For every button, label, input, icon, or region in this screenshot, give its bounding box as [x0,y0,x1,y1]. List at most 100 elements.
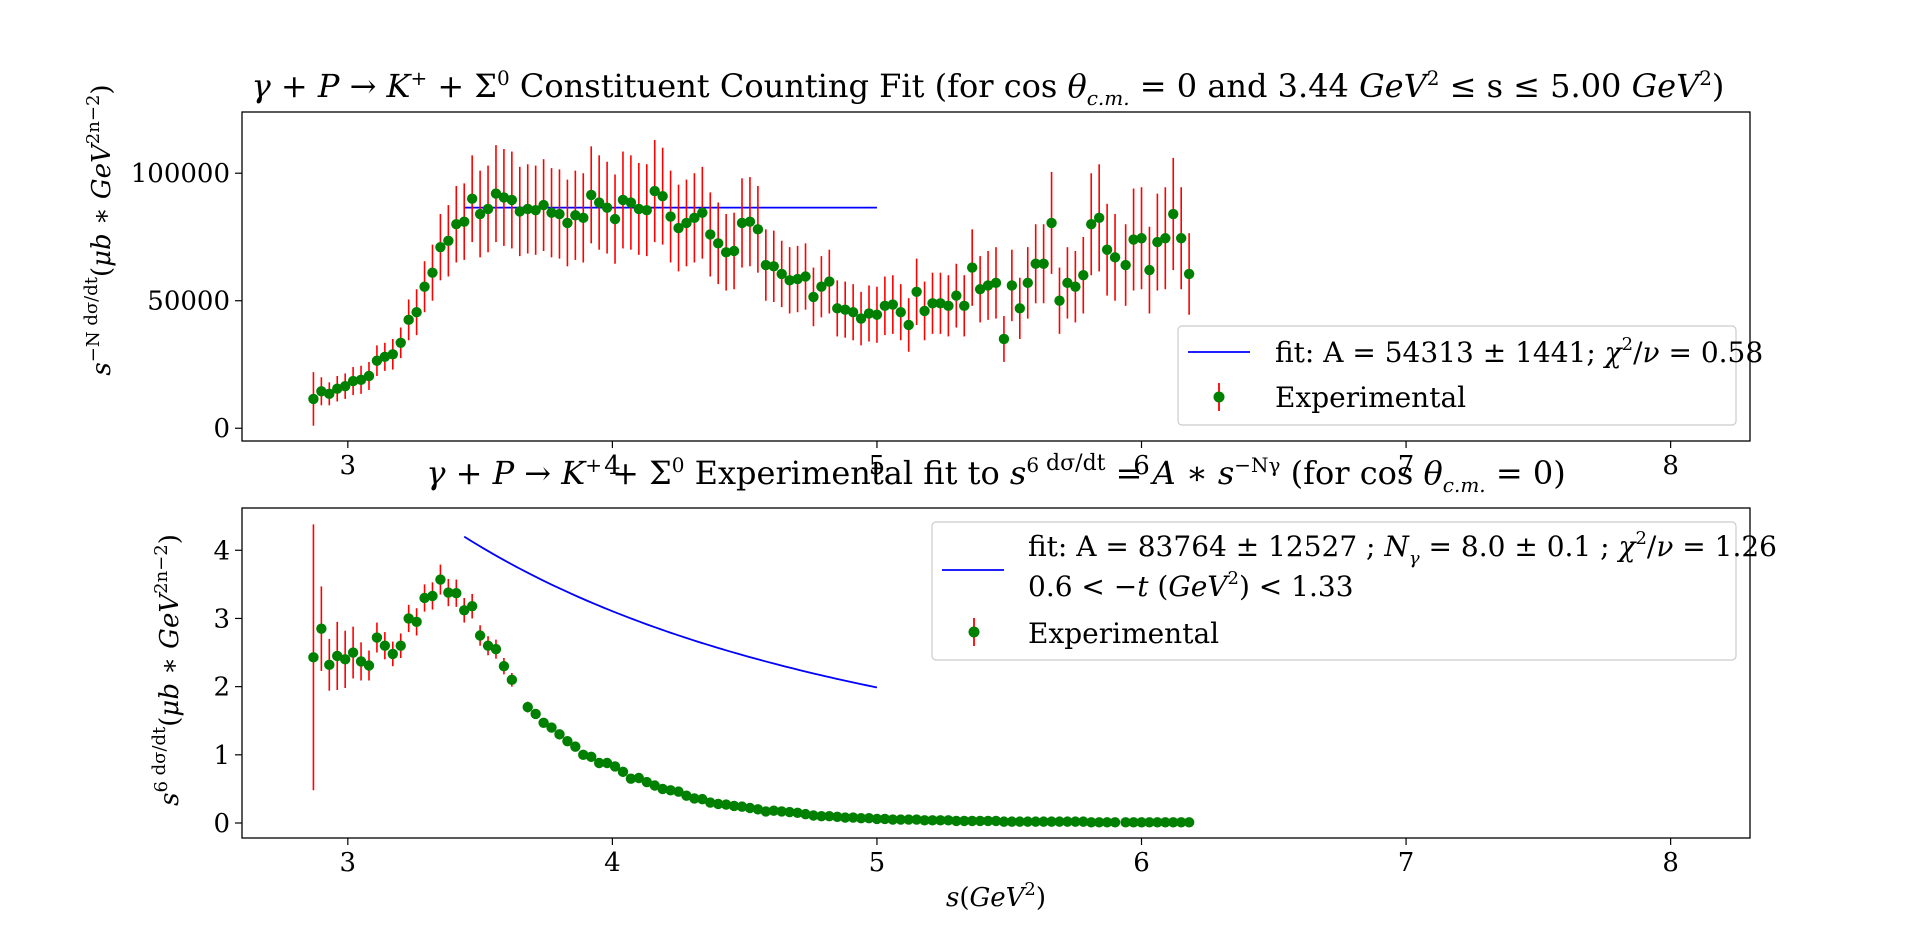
bottom-x-tick-label: 3 [340,848,357,878]
bottom-data-point [617,766,629,778]
top-data-point [1054,295,1065,306]
top-data-point [935,298,946,309]
bottom-data-point [855,813,867,824]
bottom-data-point [332,650,343,662]
bottom-data-point [316,623,327,634]
bottom-y-tick-label: 4 [213,536,230,566]
bottom-fit-curve [463,535,878,689]
top-data-point [609,213,621,225]
bottom-legend-fit-label: fit: A = 83764 ± 12527 ; Nγ = 8.0 ± 0.1 … [1028,528,1777,569]
top-data-point [705,229,716,240]
bottom-data-point [1120,817,1131,828]
top-data-point [689,212,700,224]
top-data-point [840,304,851,315]
top-data-point [808,291,819,303]
bottom-data-point [863,813,875,824]
bottom-data-point [435,574,446,585]
bottom-data-point [522,701,533,713]
top-data-point [371,355,383,366]
bottom-data-point [982,815,994,827]
top-data-point [443,235,454,246]
bottom-data-point [919,815,930,826]
top-data-point [990,277,1002,289]
top-data-point [887,299,899,310]
top-data-point [578,212,589,224]
top-data-point [506,194,518,206]
top-chart-frame [241,111,1751,442]
top-data-point [681,217,692,229]
top-data-point [895,307,906,318]
top-data-point [1046,217,1057,229]
top-data-point [1152,236,1163,248]
bottom-data-point [498,660,510,672]
bottom-data-point [720,799,732,810]
bottom-data-point [347,647,359,658]
bottom-data-point [371,632,383,643]
top-data-point [879,300,891,312]
top-data-point [586,189,597,201]
top-data-point [522,203,533,215]
bottom-data-point [466,600,478,612]
top-data-point [339,380,351,392]
top-data-point [871,309,883,320]
bottom-chart-y-ticks: 0 1 2 3 4 [213,536,242,839]
top-data-point [332,383,343,394]
top-data-point [959,300,970,312]
bottom-data-point [1054,816,1065,827]
top-data-point [514,206,525,217]
top-data-point [903,319,914,331]
top-data-point [1038,258,1049,269]
top-data-point [617,194,629,206]
bottom-data-point [395,640,406,651]
bottom-data-point [713,798,724,810]
bottom-data-point [546,722,557,733]
top-data-point [832,303,843,314]
top-chart-title: γ + P → K+ + Σ0 Constituent Counting Fit… [252,66,1725,110]
bottom-data-point [625,773,637,784]
top-data-point [316,386,327,397]
bottom-data-point [744,802,756,814]
top-data-point [554,208,565,220]
bottom-data-point [959,815,970,827]
bottom-data-point [697,793,708,805]
bottom-data-point [1006,816,1018,827]
bottom-y-tick-label: 1 [213,741,230,771]
bottom-data-point [1070,816,1081,827]
bottom-data-point [633,772,645,784]
bottom-data-point [689,793,700,804]
top-data-point [1160,233,1171,244]
top-data-point [474,208,486,220]
bottom-data-point [530,708,541,720]
top-data-point [1014,303,1026,314]
top-data-point [824,276,835,287]
bottom-data-point [1086,817,1097,828]
bottom-data-point [935,815,946,826]
bottom-data-point [816,810,827,822]
top-x-tick-label: 4 [604,451,621,481]
bottom-data-point [903,814,914,825]
bottom-data-point [943,815,954,826]
bottom-data-point [506,674,518,686]
bottom-chart-title: γ + P → K+ + Σ0 Experimental fit to s6 d… [426,451,1565,497]
top-data-point [562,217,573,229]
top-data-point [784,275,795,286]
top-data-point [593,197,605,208]
bottom-data-point [308,652,319,663]
top-legend-marker-swatch [1213,391,1225,403]
bottom-data-point [379,640,391,651]
top-data-point [411,307,422,318]
bottom-data-point [649,780,660,791]
bottom-data-point [1168,817,1179,828]
bottom-data-point [1175,817,1187,828]
bottom-data-point [887,814,899,825]
top-y-tick-label: 100000 [131,159,230,189]
bottom-data-point [459,605,470,616]
bottom-data-point [641,776,652,788]
top-data-point [641,204,652,216]
top-data-point [665,211,676,222]
bottom-chart-y-axis-label: s6 dσ/dt(μb ∗ GeV2n−2) [149,534,185,806]
bottom-data-point [601,757,613,769]
top-data-point [1086,219,1097,230]
bottom-data-point [1144,817,1155,828]
bottom-data-point [1160,817,1171,828]
